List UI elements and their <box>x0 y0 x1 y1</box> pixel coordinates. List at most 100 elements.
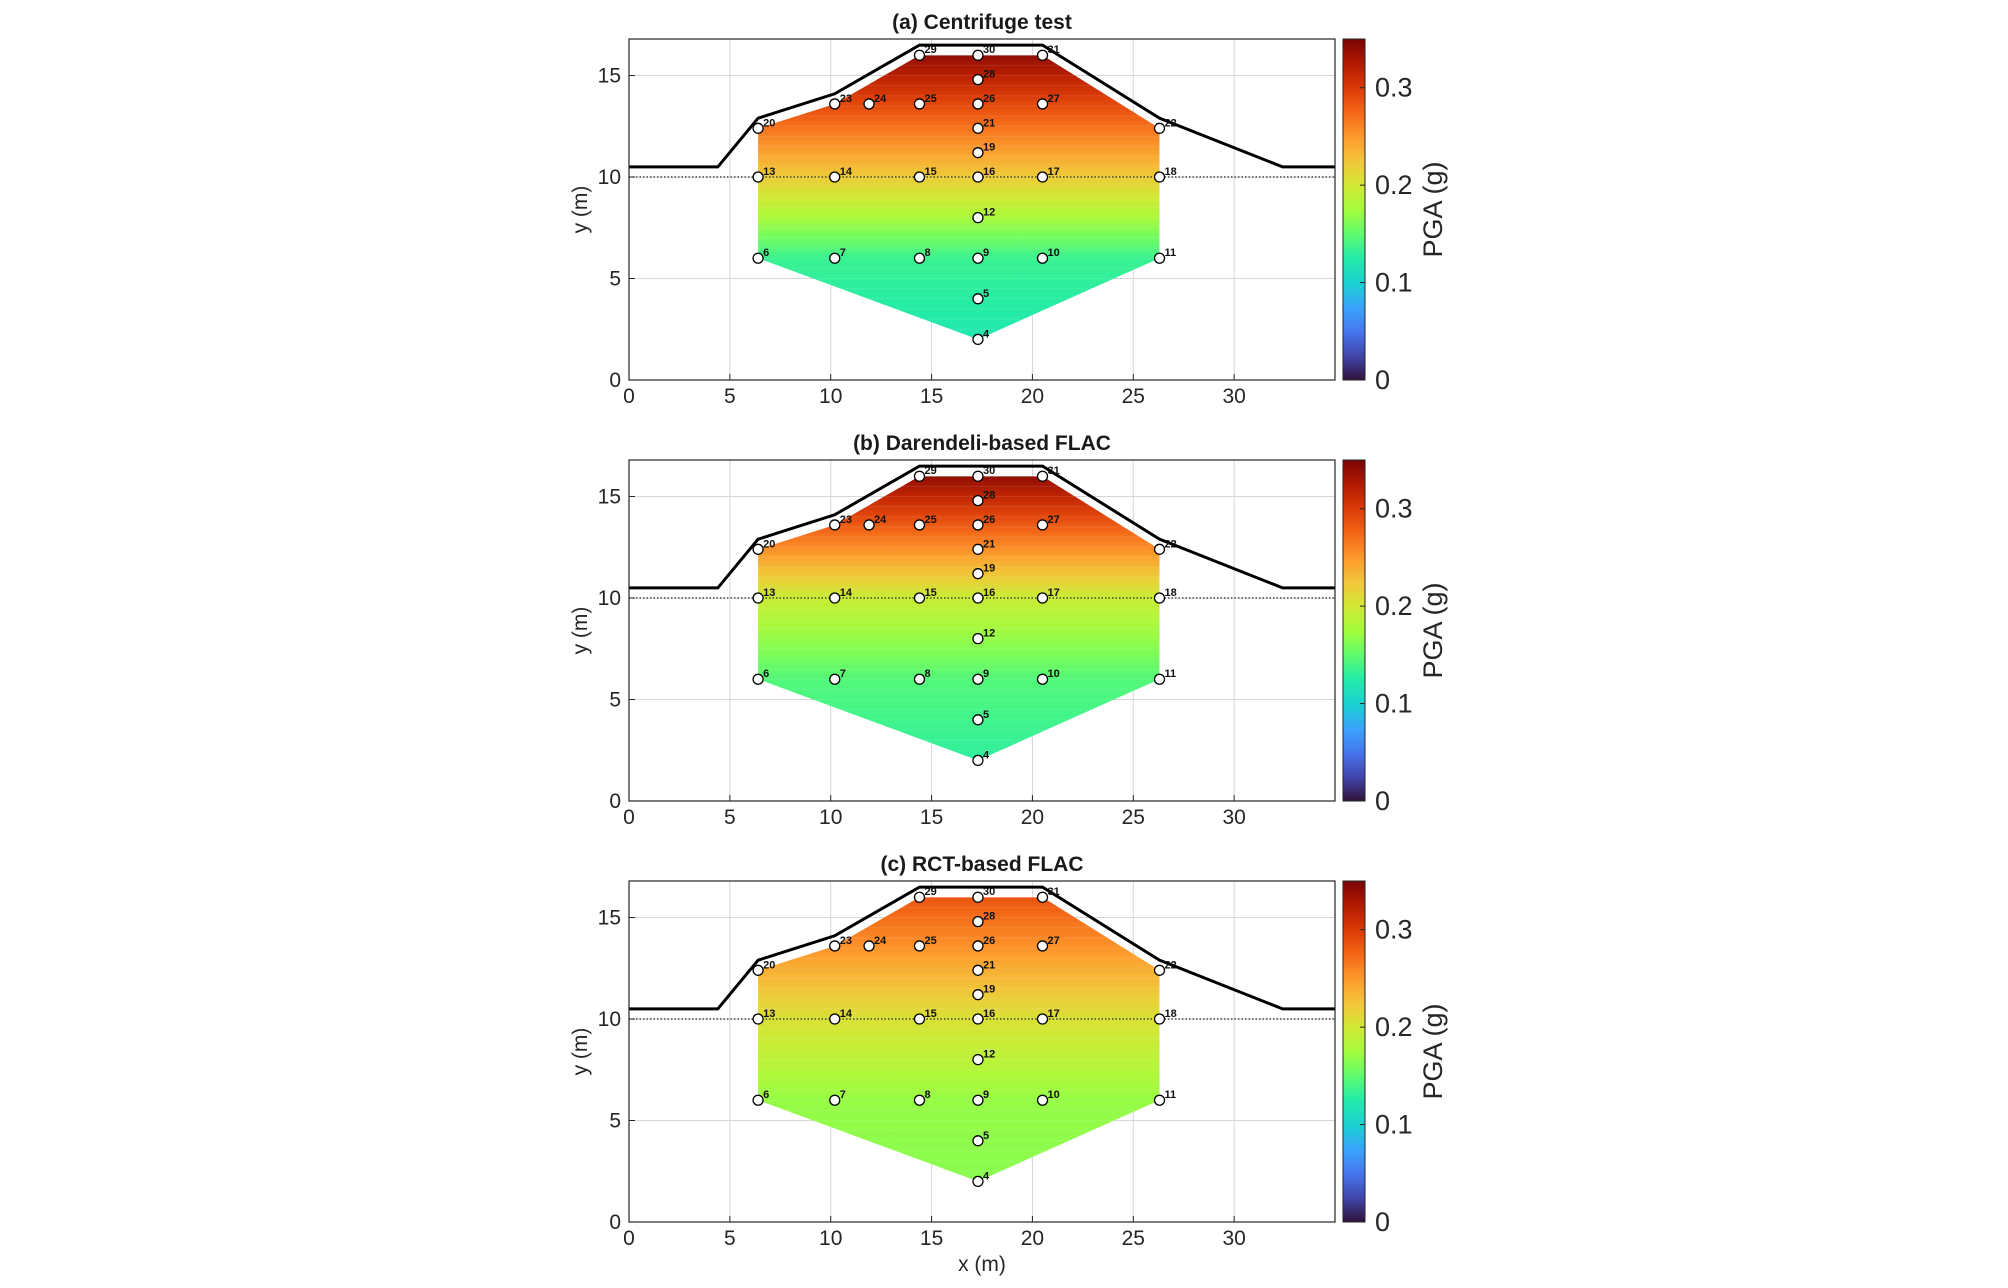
sensor-label: 15 <box>924 587 936 599</box>
sensor-marker <box>972 73 984 86</box>
sensor-marker <box>1036 592 1049 604</box>
sensor-label: 26 <box>983 514 995 526</box>
sensor-marker <box>913 519 926 531</box>
colorbar-tick-label: 0.3 <box>1375 73 1413 103</box>
sensor-marker <box>1153 1013 1166 1025</box>
dam-profile-line <box>629 464 1335 590</box>
sensor-marker <box>1153 543 1166 555</box>
sensor-marker <box>913 592 926 604</box>
sensor-marker <box>972 754 984 767</box>
sensor-label: 6 <box>763 1089 769 1101</box>
sensor-label: 7 <box>840 1089 846 1101</box>
sensor-marker <box>1036 1013 1049 1025</box>
sensor-marker <box>913 1013 926 1025</box>
sensor-label: 17 <box>1048 587 1060 599</box>
sensor-marker <box>829 252 841 264</box>
sensor-label: 30 <box>983 886 995 898</box>
sensor-label: 21 <box>983 117 995 129</box>
y-tick-label: 0 <box>609 369 621 392</box>
colorbar: 0 0.1 0.2 0.3 PGA (g) <box>1342 459 1448 816</box>
sensor-label: 4 <box>983 749 990 761</box>
sensor-label: 27 <box>1048 93 1060 105</box>
sensor-marker <box>829 519 841 531</box>
axes-frame <box>628 459 1336 802</box>
sensor-label: 17 <box>1048 166 1060 178</box>
x-tick-label: 25 <box>1122 385 1145 408</box>
y-axis-label: y (m) <box>569 607 592 655</box>
sensor-label: 8 <box>924 247 930 259</box>
sensor-label: 23 <box>840 935 852 947</box>
sensor-marker <box>972 252 984 264</box>
x-tick-label: 10 <box>819 1227 842 1250</box>
y-axis-label: y (m) <box>569 1028 592 1076</box>
y-tick-label: 5 <box>609 268 621 291</box>
sensor-marker <box>829 673 841 685</box>
axes-frame <box>628 38 1336 381</box>
sensor-label: 28 <box>983 490 995 502</box>
sensor-marker <box>1036 252 1049 264</box>
sensor-marker <box>972 964 984 976</box>
sensor-marker <box>972 592 984 604</box>
sensor-marker <box>1036 98 1049 110</box>
sensor-label: 18 <box>1165 1008 1177 1020</box>
sensor-label: 5 <box>983 1130 989 1142</box>
y-tick-label: 15 <box>598 486 621 509</box>
panel-title: (c) RCT-based FLAC <box>880 853 1083 876</box>
sensor-marker <box>972 333 984 346</box>
sensor-marker <box>752 171 764 183</box>
sensor-marker <box>972 632 984 645</box>
sensors: 4 5 6 7 8 9 10 11 12 13 14 15 16 17 18 19 20 21 22 23 24 25 26… <box>752 465 1177 767</box>
colorbar-label: PGA (g) <box>1418 582 1448 678</box>
sensor-marker <box>752 122 764 134</box>
sensor-marker <box>1036 1094 1049 1106</box>
sensor-marker <box>752 1094 764 1106</box>
x-tick-label: 5 <box>724 1227 736 1250</box>
sensor-marker <box>829 171 841 183</box>
sensor-label: 14 <box>840 166 853 178</box>
sensor-marker <box>863 940 875 952</box>
sensor-label: 23 <box>840 514 852 526</box>
panels-container: (a) Centrifuge test 4 5 6 7 8 9 10 11 12 13 14 15 16 1… <box>569 11 1448 1276</box>
sensor-label: 10 <box>1048 668 1060 680</box>
sensor-label: 23 <box>840 93 852 105</box>
sensor-label: 25 <box>924 514 936 526</box>
sensor-label: 9 <box>983 1089 989 1101</box>
x-tick-label: 20 <box>1021 806 1044 829</box>
colorbar-gradient <box>1342 38 1366 381</box>
colorbar-tick-label: 0.1 <box>1375 689 1413 719</box>
sensor-label: 29 <box>924 886 936 898</box>
sensor-label: 16 <box>983 1008 995 1020</box>
sensor-label: 24 <box>874 93 887 105</box>
sensor-marker <box>972 940 984 952</box>
sensor-label: 17 <box>1048 1008 1060 1020</box>
panel-2: (b) Darendeli-based FLAC 4 5 6 7 8 9 10 11 12 13 14… <box>569 432 1448 829</box>
sensor-marker <box>913 49 926 61</box>
colorbar: 0 0.1 0.2 0.3 PGA (g) <box>1342 38 1448 395</box>
sensor-label: 5 <box>983 288 989 300</box>
sensor-marker <box>1153 673 1166 685</box>
sensor-marker <box>972 673 984 685</box>
sensor-marker <box>1036 171 1049 183</box>
sensor-label: 8 <box>924 668 930 680</box>
sensor-label: 4 <box>983 1170 990 1182</box>
sensor-label: 12 <box>983 628 995 640</box>
sensor-label: 31 <box>1048 44 1060 56</box>
panel-3: (c) RCT-based FLAC 4 5 6 7 8 9 10 11 12 13 14 15 16 17… <box>569 853 1448 1276</box>
sensor-marker <box>829 98 841 110</box>
y-tick-label: 15 <box>598 65 621 88</box>
sensor-marker <box>1153 171 1166 183</box>
sensor-marker <box>752 252 764 264</box>
sensor-label: 14 <box>840 1008 853 1020</box>
sensor-marker <box>972 519 984 531</box>
sensor-marker <box>1036 891 1049 903</box>
dam-profile-line <box>629 43 1335 169</box>
x-tick-label: 30 <box>1222 1227 1245 1250</box>
sensor-label: 14 <box>840 587 853 599</box>
sensor-label: 11 <box>1165 247 1177 259</box>
colorbar-tick-label: 0 <box>1375 1207 1390 1237</box>
sensor-label: 27 <box>1048 514 1060 526</box>
sensor-label: 22 <box>1165 538 1177 550</box>
sensor-label: 30 <box>983 465 995 477</box>
y-tick-label: 10 <box>598 587 621 610</box>
sensor-marker <box>972 494 984 507</box>
